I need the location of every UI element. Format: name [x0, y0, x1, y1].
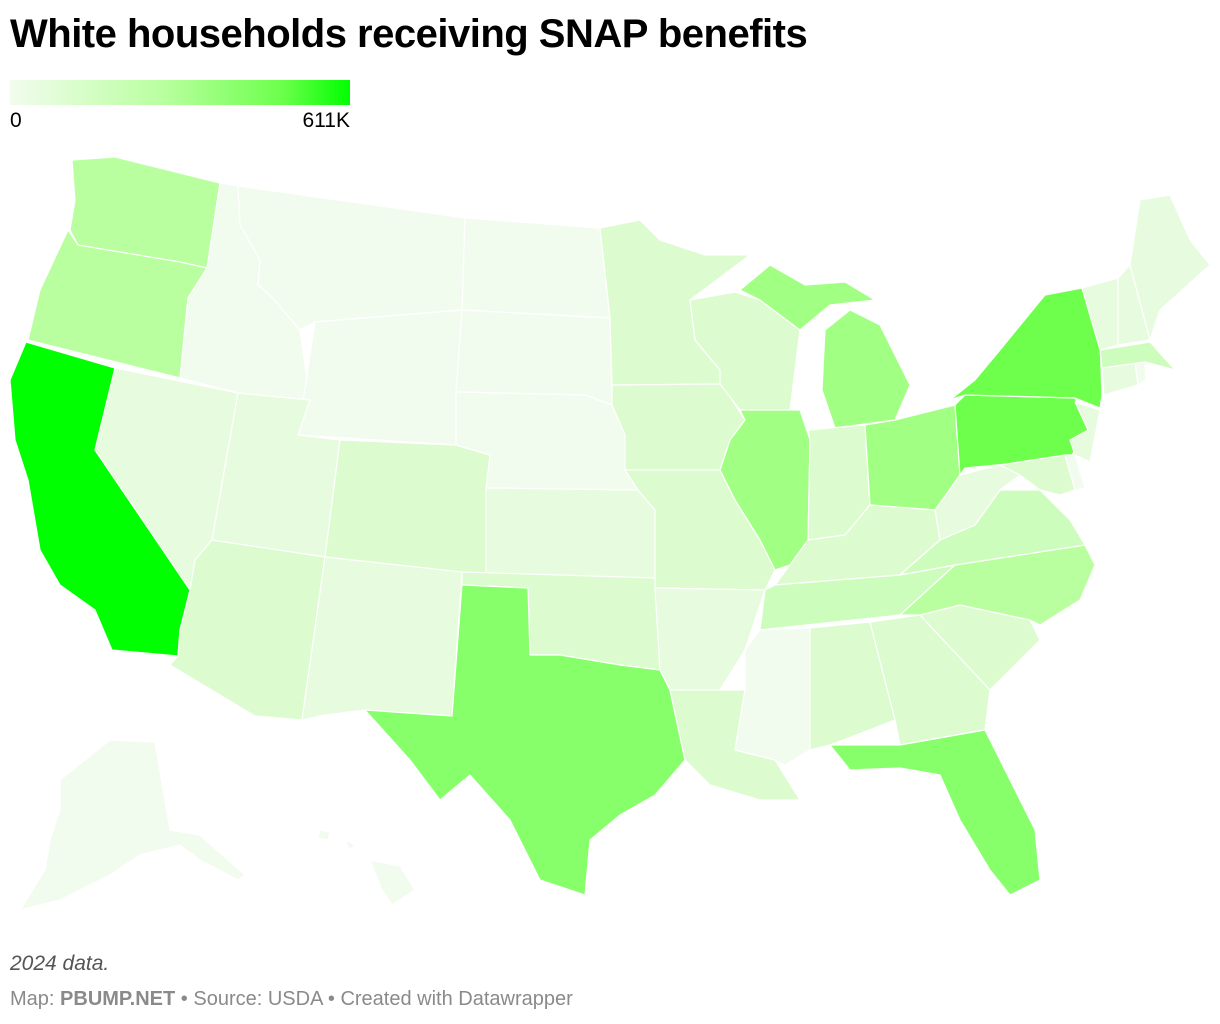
state-south-dakota[interactable] [455, 309, 613, 406]
state-texas[interactable] [364, 584, 686, 896]
state-kansas[interactable] [485, 487, 656, 579]
state-michigan-upper[interactable] [739, 264, 876, 331]
state-michigan-lower[interactable] [821, 309, 911, 429]
state-massachusetts[interactable] [1099, 341, 1176, 371]
legend-labels: 0 611K [10, 109, 350, 135]
state-mississippi[interactable] [734, 627, 811, 766]
legend-gradient-bar [10, 80, 350, 105]
credits-created-with[interactable]: Created with Datawrapper [340, 988, 573, 1010]
credits-separator: • [175, 988, 194, 1010]
credits-separator: • [322, 988, 341, 1010]
state-north-dakota[interactable] [461, 217, 611, 319]
credits-map-source-link[interactable]: PBUMP.NET [60, 988, 176, 1010]
chart-note: 2024 data. [10, 952, 110, 975]
state-new-mexico[interactable] [301, 556, 463, 721]
state-maine[interactable] [1129, 194, 1211, 341]
state-wyoming[interactable] [297, 309, 463, 446]
state-arizona[interactable] [169, 539, 326, 721]
credits-map-prefix: Map: [10, 988, 61, 1010]
state-hawaii[interactable] [317, 829, 416, 906]
state-delaware[interactable] [1064, 454, 1086, 491]
credits-source: Source: USDA [193, 988, 323, 1010]
chart-title: White households receiving SNAP benefits [10, 12, 808, 56]
us-states-map [0, 140, 1220, 930]
state-new-york[interactable] [949, 287, 1103, 409]
state-colorado[interactable] [324, 439, 491, 576]
state-illinois[interactable] [719, 409, 811, 571]
color-legend: 0 611K [10, 80, 350, 135]
legend-max-label: 611K [302, 109, 351, 132]
state-florida[interactable] [829, 729, 1041, 896]
chart-credits: Map: PBUMP.NET • Source: USDA • Created … [10, 988, 573, 1011]
legend-min-label: 0 [10, 109, 22, 132]
state-alaska[interactable] [19, 739, 246, 911]
state-alabama[interactable] [809, 621, 896, 751]
